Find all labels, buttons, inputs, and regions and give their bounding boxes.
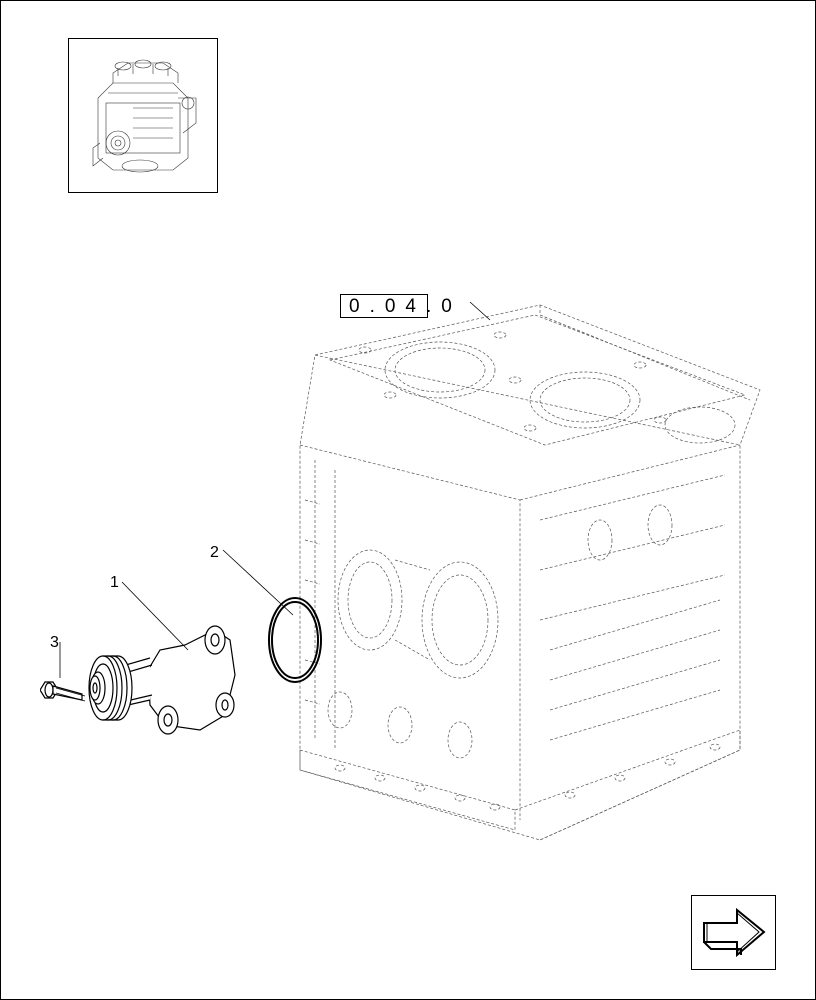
callout-2-text: 2 xyxy=(210,544,219,561)
bolt-part xyxy=(40,682,85,701)
callout-3: 3 xyxy=(50,634,59,652)
callout-3-text: 3 xyxy=(50,634,59,651)
engine-block-context xyxy=(300,305,760,840)
callout-2: 2 xyxy=(210,544,219,562)
next-page-button[interactable] xyxy=(691,895,776,970)
water-pump-part xyxy=(89,626,235,734)
engine-thumbnail-icon xyxy=(78,48,208,183)
callout-1-text: 1 xyxy=(110,574,119,591)
engine-thumbnail-box xyxy=(68,38,218,193)
callout-1: 1 xyxy=(110,574,119,592)
arrow-right-icon xyxy=(699,905,769,960)
main-parts-diagram xyxy=(40,220,780,870)
o-ring-part xyxy=(269,598,321,682)
